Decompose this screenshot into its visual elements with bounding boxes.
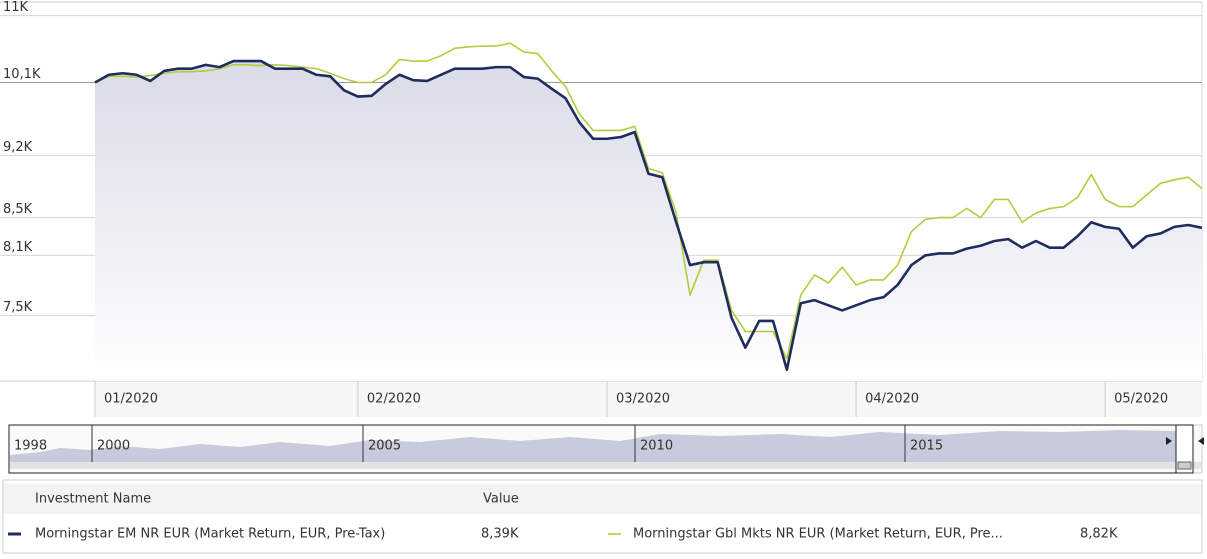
arrow-left[interactable] [1198, 437, 1204, 445]
legend-header: Value [483, 492, 519, 507]
scrollbar[interactable] [10, 462, 1202, 469]
series-line [94, 59, 1203, 372]
navigator [8, 424, 1204, 474]
legend: Investment Name Value [2, 479, 1203, 554]
y-tick-label: 7,5K [3, 300, 33, 315]
navigator-label: 2015 [910, 439, 943, 454]
legend-value: 8,39K [481, 527, 519, 542]
y-tick-label: 9,2K [3, 140, 33, 155]
y-tick-label: 8,1K [3, 240, 33, 255]
plot [94, 42, 1203, 382]
legend-value: 8,82K [1080, 527, 1118, 542]
legend-header: Investment Name [35, 492, 151, 507]
area [95, 61, 1202, 382]
y-tick-label: 10,1K [3, 67, 41, 82]
series-line [94, 42, 1203, 360]
x-tick-label: 01/2020 [104, 392, 158, 407]
x-tick-label: 02/2020 [367, 392, 421, 407]
navigator-label: 2010 [640, 439, 673, 454]
legend-header-bg [4, 484, 1201, 514]
navigator-handle[interactable] [1175, 424, 1194, 474]
y-tick-label: 8,5K [3, 202, 33, 217]
x-tick-label: 03/2020 [616, 392, 670, 407]
navigator-label: 2005 [368, 439, 401, 454]
navigator-label: 2000 [97, 439, 130, 454]
x-tick-label: 05/2020 [1114, 392, 1168, 407]
legend-label: Morningstar EM NR EUR (Market Return, EU… [35, 527, 385, 542]
x-tick-label: 04/2020 [865, 392, 919, 407]
legend-label: Morningstar Gbl Mkts NR EUR (Market Retu… [633, 527, 1003, 542]
y-tick-label: 11K [3, 0, 29, 15]
handle-grip[interactable] [1177, 461, 1192, 470]
arrow-right[interactable] [1166, 437, 1172, 445]
navigator-label: 1998 [14, 439, 47, 454]
x-axis-band [95, 381, 1202, 417]
navigator-shape [10, 430, 1176, 462]
